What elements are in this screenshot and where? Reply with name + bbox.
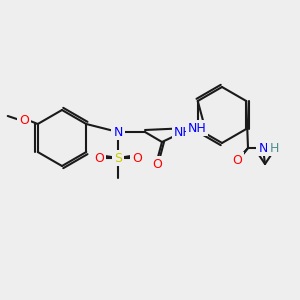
- Text: O: O: [232, 154, 242, 166]
- Text: S: S: [114, 152, 122, 164]
- Text: N: N: [258, 142, 268, 154]
- Text: O: O: [19, 113, 29, 127]
- Text: NH: NH: [174, 125, 192, 139]
- Text: H: H: [269, 142, 279, 154]
- Text: O: O: [94, 152, 104, 164]
- Text: N: N: [113, 125, 123, 139]
- Text: O: O: [132, 152, 142, 164]
- Text: NH: NH: [188, 122, 206, 134]
- Text: O: O: [152, 158, 162, 170]
